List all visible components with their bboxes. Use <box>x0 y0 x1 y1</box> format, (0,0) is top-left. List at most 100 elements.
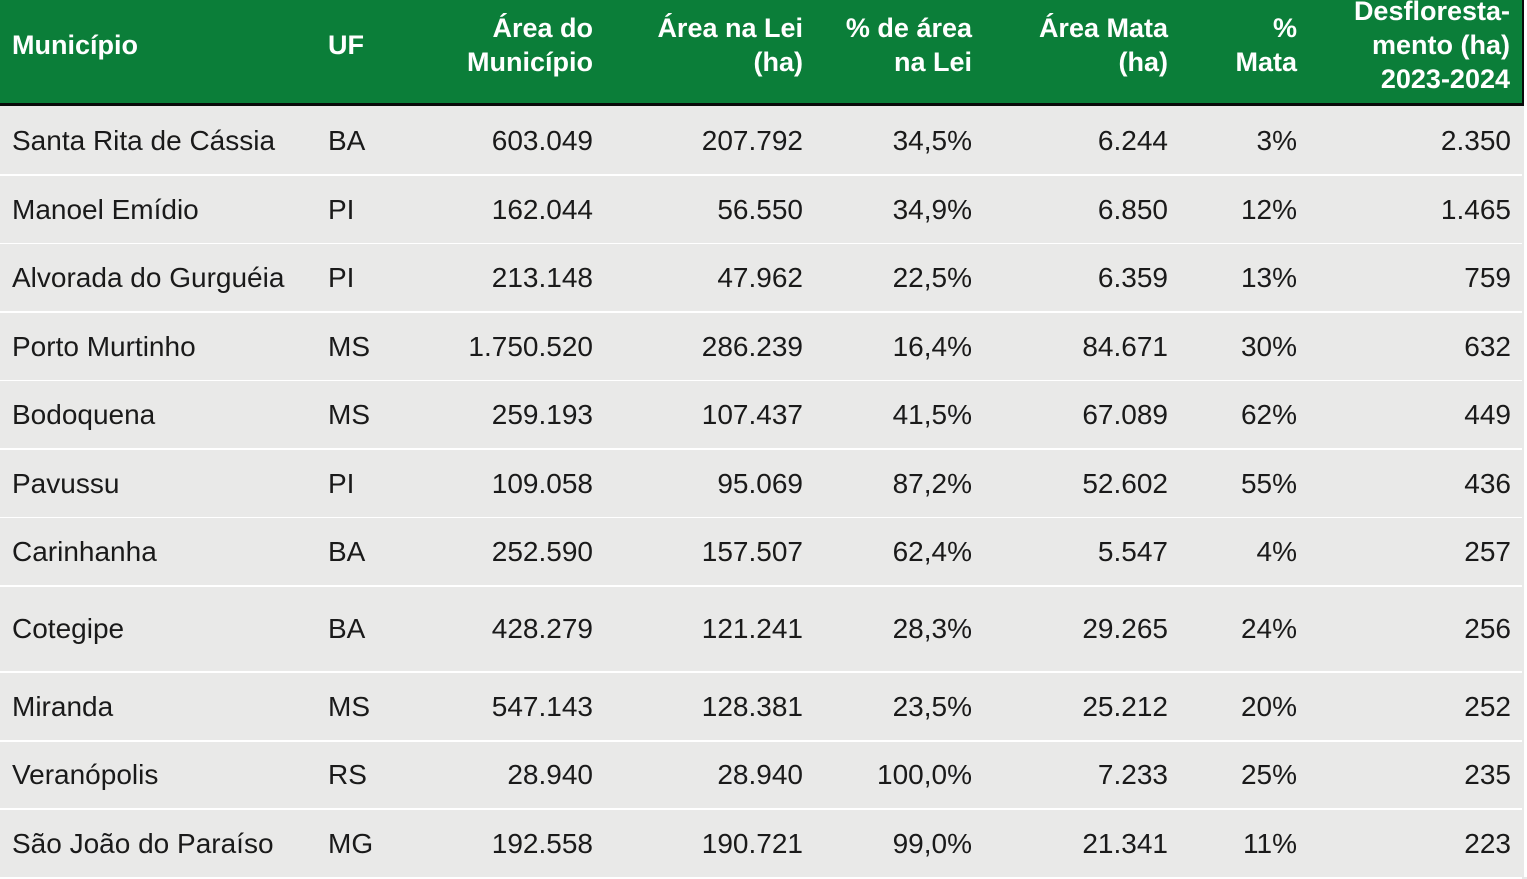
cell-area-mata: 5.547 <box>1097 535 1168 567</box>
cell-pct-mata: 13% <box>1240 261 1297 293</box>
header-uf: UF <box>328 30 364 60</box>
cell-area-lei: 95.069 <box>717 467 803 499</box>
cell-desflorestamento: 632 <box>1464 330 1511 362</box>
cell-municipio: Veranópolis <box>12 759 159 790</box>
cell-pct-mata: 62% <box>1240 398 1297 430</box>
table-row: Miranda MS 547.143 128.381 23,5% 25.212 20% 252 <box>0 673 1522 742</box>
cell-desflorestamento: 257 <box>1464 535 1511 567</box>
cell-area-mata: 29.265 <box>1082 613 1168 644</box>
cell-area-mata: 25.212 <box>1082 690 1168 722</box>
cell-area-lei: 28.940 <box>717 759 803 790</box>
cell-pct-mata: 25% <box>1240 759 1297 790</box>
table-header: Município UF Área do Município Área na L… <box>0 0 1524 106</box>
cell-area-municipio: 213.148 <box>491 261 593 293</box>
cell-area-municipio: 192.558 <box>491 827 593 859</box>
cell-area-municipio: 428.279 <box>491 613 593 644</box>
cell-pct-mata: 24% <box>1240 613 1297 644</box>
cell-pct-mata: 4% <box>1256 535 1297 567</box>
cell-municipio: Bodoquena <box>12 398 156 430</box>
cell-uf: PI <box>328 193 355 225</box>
cell-area-lei: 107.437 <box>701 398 803 430</box>
header-area-municipio: Área do Município <box>467 13 593 77</box>
cell-area-mata: 6.359 <box>1097 261 1168 293</box>
cell-area-mata: 6.850 <box>1097 193 1168 225</box>
cell-desflorestamento: 256 <box>1464 613 1511 644</box>
cell-municipio: São João do Paraíso <box>12 827 274 859</box>
cell-area-municipio: 547.143 <box>491 690 593 722</box>
cell-desflorestamento: 252 <box>1464 690 1511 722</box>
cell-uf: BA <box>328 124 366 156</box>
cell-municipio: Alvorada do Gurguéia <box>12 261 285 293</box>
cell-desflorestamento: 235 <box>1464 759 1511 790</box>
cell-desflorestamento: 2.350 <box>1440 124 1511 156</box>
cell-area-municipio: 109.058 <box>491 467 593 499</box>
cell-area-mata: 67.089 <box>1082 398 1168 430</box>
table-row: Bodoquena MS 259.193 107.437 41,5% 67.089 62% 4… <box>0 381 1522 450</box>
table-row: Veranópolis RS 28.940 28.940 100,0% 7.233 25% 2… <box>0 742 1522 810</box>
cell-area-lei: 128.381 <box>701 690 803 722</box>
cell-municipio: Cotegipe <box>12 613 125 644</box>
cell-pct-area-lei: 62,4% <box>892 535 972 567</box>
cell-pct-area-lei: 34,5% <box>892 124 972 156</box>
header-pct-mata: % Mata <box>1235 13 1297 77</box>
cell-area-lei: 286.239 <box>701 330 803 362</box>
cell-area-mata: 52.602 <box>1082 467 1168 499</box>
cell-uf: MS <box>328 330 370 362</box>
cell-desflorestamento: 759 <box>1464 261 1511 293</box>
table-row: Pavussu PI 109.058 95.069 87,2% 52.602 55% 436 <box>0 450 1522 519</box>
table-row: Santa Rita de Cássia BA 603.049 207.792 34,5… <box>0 107 1522 176</box>
header-area-lei: Área na Lei (ha) <box>657 13 803 77</box>
cell-pct-mata: 55% <box>1240 467 1297 499</box>
cell-desflorestamento: 1.465 <box>1440 193 1511 225</box>
cell-pct-mata: 20% <box>1240 690 1297 722</box>
cell-area-lei: 207.792 <box>701 124 803 156</box>
cell-area-lei: 47.962 <box>717 261 803 293</box>
header-pct-area-lei: % de área na Lei <box>845 13 972 77</box>
cell-pct-area-lei: 99,0% <box>892 827 972 859</box>
table-row: São João do Paraíso MG 192.558 190.721 99,0%… <box>0 810 1522 879</box>
cell-area-mata: 7.233 <box>1097 759 1168 790</box>
cell-area-mata: 6.244 <box>1097 124 1168 156</box>
cell-area-municipio: 162.044 <box>491 193 593 225</box>
cell-area-lei: 56.550 <box>717 193 803 225</box>
cell-municipio: Carinhanha <box>12 535 157 567</box>
header-municipio: Município <box>12 30 138 60</box>
table-row: Porto Murtinho MS 1.750.520 286.239 16,4% 84.… <box>0 313 1522 382</box>
cell-desflorestamento: 223 <box>1464 827 1511 859</box>
cell-uf: MS <box>328 398 370 430</box>
cell-municipio: Pavussu <box>12 467 120 499</box>
table-row: Carinhanha BA 252.590 157.507 62,4% 5.547 4% 25… <box>0 518 1522 587</box>
cell-area-mata: 84.671 <box>1082 330 1168 362</box>
cell-pct-area-lei: 16,4% <box>892 330 972 362</box>
cell-pct-area-lei: 41,5% <box>892 398 972 430</box>
table-row: Alvorada do Gurguéia PI 213.148 47.962 22,5%… <box>0 244 1522 313</box>
cell-uf: PI <box>328 261 355 293</box>
cell-municipio: Porto Murtinho <box>12 330 196 362</box>
cell-uf: MG <box>328 827 374 859</box>
cell-area-lei: 157.507 <box>701 535 803 567</box>
cell-pct-mata: 11% <box>1243 827 1297 859</box>
cell-area-municipio: 28.940 <box>507 759 593 790</box>
cell-pct-mata: 3% <box>1256 124 1297 156</box>
cell-desflorestamento: 449 <box>1464 398 1511 430</box>
cell-uf: BA <box>328 613 366 644</box>
cell-area-municipio: 259.193 <box>491 398 593 430</box>
cell-municipio: Santa Rita de Cássia <box>12 124 276 156</box>
cell-pct-area-lei: 23,5% <box>892 690 972 722</box>
cell-uf: MS <box>328 690 370 722</box>
cell-uf: BA <box>328 535 366 567</box>
cell-area-municipio: 1.750.520 <box>468 330 593 362</box>
cell-pct-area-lei: 87,2% <box>892 467 972 499</box>
cell-pct-mata: 12% <box>1240 193 1297 225</box>
header-desflorestamento: Desfloresta- mento (ha) 2023-2024 <box>1353 0 1510 94</box>
cell-area-municipio: 603.049 <box>491 124 593 156</box>
cell-area-mata: 21.341 <box>1082 827 1168 859</box>
table-row: Manoel Emídio PI 162.044 56.550 34,9% 6.850 12… <box>0 176 1522 245</box>
header-area-mata: Área Mata (ha) <box>1038 13 1168 77</box>
cell-desflorestamento: 436 <box>1464 467 1511 499</box>
table-row: Cotegipe BA 428.279 121.241 28,3% 29.265 24% 25… <box>0 587 1522 673</box>
cell-municipio: Miranda <box>12 690 114 722</box>
cell-area-municipio: 252.590 <box>491 535 593 567</box>
cell-pct-area-lei: 22,5% <box>892 261 972 293</box>
